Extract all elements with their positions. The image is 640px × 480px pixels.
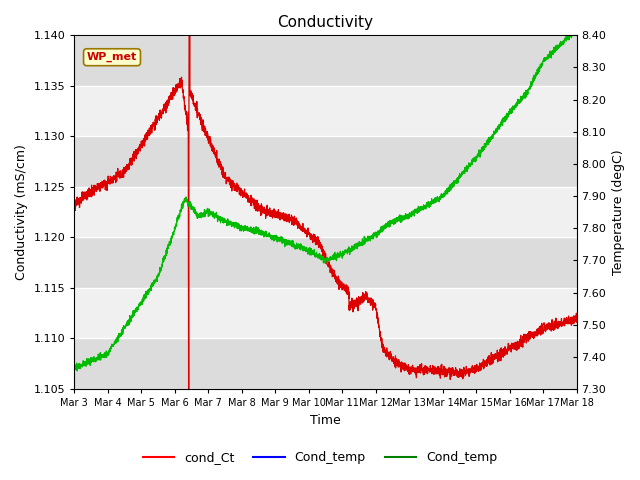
Bar [74,338,577,389]
Bar [74,187,577,238]
Bar [74,238,577,288]
X-axis label: Time: Time [310,414,341,427]
Y-axis label: Conductivity (mS/cm): Conductivity (mS/cm) [15,144,28,280]
Y-axis label: Temperature (degC): Temperature (degC) [612,149,625,275]
Bar [74,288,577,338]
Bar [74,36,577,86]
Bar [74,86,577,136]
Title: Conductivity: Conductivity [278,15,374,30]
Text: WP_met: WP_met [87,52,137,62]
Legend: cond_Ct, Cond_temp, Cond_temp: cond_Ct, Cond_temp, Cond_temp [138,446,502,469]
Bar [74,136,577,187]
